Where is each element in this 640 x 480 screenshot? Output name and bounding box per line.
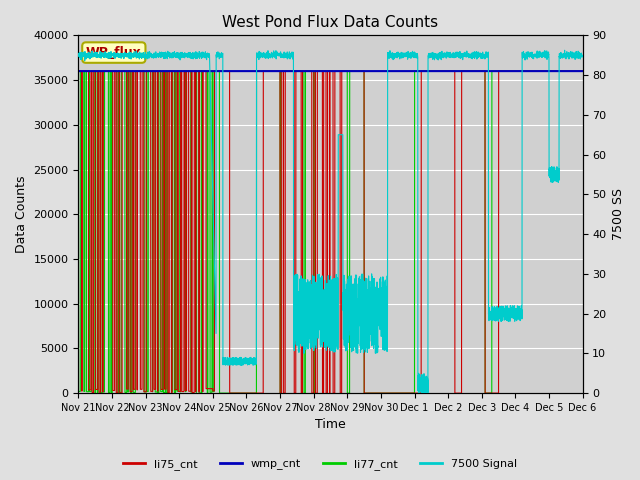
X-axis label: Time: Time bbox=[315, 419, 346, 432]
Y-axis label: Data Counts: Data Counts bbox=[15, 176, 28, 253]
Text: WP_flux: WP_flux bbox=[86, 46, 141, 59]
Y-axis label: 7500 SS: 7500 SS bbox=[612, 188, 625, 240]
Title: West Pond Flux Data Counts: West Pond Flux Data Counts bbox=[223, 15, 438, 30]
Legend: li75_cnt, wmp_cnt, li77_cnt, 7500 Signal: li75_cnt, wmp_cnt, li77_cnt, 7500 Signal bbox=[118, 455, 522, 474]
